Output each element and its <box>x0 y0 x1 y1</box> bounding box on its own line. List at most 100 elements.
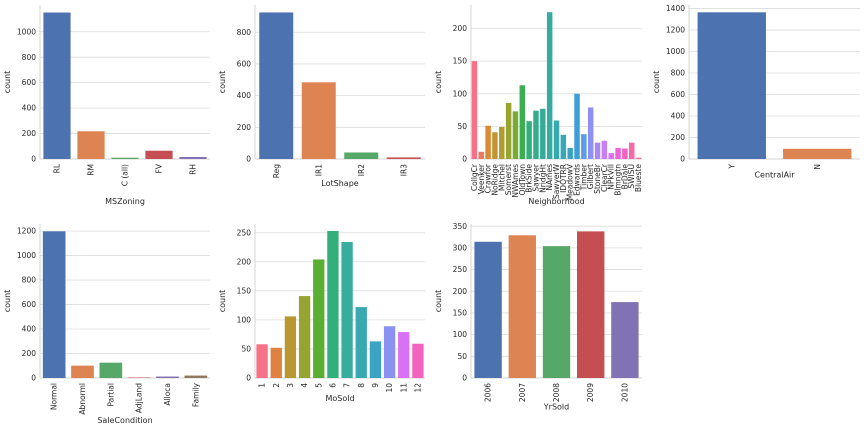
bar-veenker <box>479 152 484 159</box>
y-tick-label: 150 <box>453 57 468 66</box>
y-tick-label: 1000 <box>17 251 36 260</box>
bar-reg <box>259 12 293 159</box>
x-tick-label: AdjLand <box>135 383 144 413</box>
y-tick-label: 0 <box>680 155 685 164</box>
y-tick-label: 0 <box>246 374 251 383</box>
y-tick-label: 100 <box>237 315 252 324</box>
y-tick-label: 800 <box>671 69 686 78</box>
y-tick-label: 50 <box>241 345 251 354</box>
x-tick-label: 1 <box>258 383 267 388</box>
bar-2007 <box>509 235 536 378</box>
bar-n <box>783 149 851 159</box>
y-tick-label: 200 <box>22 349 37 358</box>
bar-partial <box>100 363 123 378</box>
x-tick-label: Normal <box>50 383 59 410</box>
bar-fv <box>145 151 172 159</box>
bar-1 <box>256 344 267 378</box>
y-axis-label: count <box>434 290 443 313</box>
bar-6 <box>327 231 338 378</box>
x-tick-label: RH <box>189 164 198 175</box>
y-tick-label: 1000 <box>666 47 685 56</box>
x-tick-label: Partial <box>106 383 115 407</box>
y-tick-label: 600 <box>22 300 37 309</box>
y-axis-label: count <box>434 71 443 94</box>
bar-5 <box>313 259 324 378</box>
y-tick-label: 200 <box>237 257 252 266</box>
bar-4 <box>299 296 310 378</box>
x-axis-label: CentralAir <box>754 170 795 179</box>
y-tick-label: 150 <box>453 309 468 318</box>
y-tick-label: 350 <box>453 222 468 231</box>
x-tick-label: Reg <box>272 164 281 178</box>
bar-2009 <box>577 231 604 378</box>
y-tick-label: 400 <box>671 112 686 121</box>
x-tick-label: 7 <box>343 383 352 388</box>
bar-ir1 <box>302 82 336 159</box>
y-tick-label: 800 <box>22 276 37 285</box>
y-tick-label: 600 <box>237 60 252 69</box>
bar-timber <box>581 134 586 159</box>
x-tick-label: 5 <box>314 383 323 388</box>
bar-collgcr <box>472 61 477 159</box>
bar-abnorml <box>71 366 94 378</box>
x-tick-label: 4 <box>300 383 309 388</box>
bar-brdale <box>622 149 627 159</box>
x-tick-label: RL <box>53 163 62 173</box>
x-tick-label: 8 <box>357 383 366 388</box>
chart-neighborhood: 050100150200CollgCrVeenkerCrawforNoRidge… <box>431 0 652 229</box>
x-tick-label: 10 <box>385 383 394 393</box>
y-tick-label: 1200 <box>666 26 685 35</box>
y-tick-label: 150 <box>237 286 252 295</box>
y-tick-label: 100 <box>453 330 468 339</box>
bar-11 <box>398 332 409 378</box>
x-tick-label: N <box>813 164 822 170</box>
y-tick-label: 250 <box>237 228 252 237</box>
y-tick-label: 100 <box>453 89 468 98</box>
x-axis-label: LotShape <box>321 179 358 188</box>
y-tick-label: 400 <box>237 91 252 100</box>
y-tick-label: 50 <box>457 352 467 361</box>
y-tick-label: 1000 <box>17 27 36 36</box>
x-tick-label: IR3 <box>399 164 408 176</box>
y-axis-label: count <box>218 290 227 313</box>
bar-noridge <box>492 132 497 159</box>
bar-names <box>547 12 552 159</box>
y-tick-label: 0 <box>31 374 36 383</box>
bar-stonebr <box>595 143 600 159</box>
bar-rm <box>77 131 104 159</box>
y-axis-label: count <box>3 290 12 313</box>
x-tick-label: IR1 <box>314 164 323 176</box>
y-tick-label: 0 <box>31 155 36 164</box>
bar-9 <box>370 341 381 378</box>
bar-2 <box>271 348 282 378</box>
y-axis-label: count <box>3 71 12 94</box>
y-tick-label: 300 <box>453 243 468 252</box>
x-tick-label: Abnorml <box>78 383 87 415</box>
bar-nwames <box>513 111 518 159</box>
x-tick-label: 2007 <box>518 383 527 402</box>
x-tick-label: 2 <box>272 383 281 388</box>
x-axis-label: MSZoning <box>105 197 145 206</box>
bar-edwards <box>574 94 579 159</box>
bar-ir3 <box>387 157 421 159</box>
bar-7 <box>341 242 352 378</box>
x-axis-label: MoSold <box>325 394 354 403</box>
bar-ir2 <box>344 153 378 159</box>
bar-rh <box>179 157 206 159</box>
bar-12 <box>412 344 423 378</box>
y-tick-label: 600 <box>671 90 686 99</box>
y-tick-label: 200 <box>453 24 468 33</box>
bar-alloca <box>156 377 179 378</box>
x-tick-label: 2008 <box>552 383 561 402</box>
y-tick-label: 50 <box>457 122 467 131</box>
x-tick-label: Alloca <box>163 383 172 406</box>
bar-c-all- <box>111 158 138 159</box>
y-tick-label: 400 <box>22 325 37 334</box>
y-tick-label: 200 <box>237 123 252 132</box>
y-tick-label: 800 <box>22 53 37 62</box>
